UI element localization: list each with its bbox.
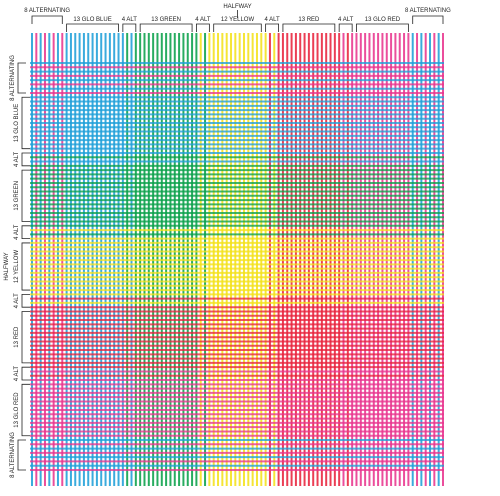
top-section-label: 8 ALTERNATING [24, 8, 70, 14]
top-section-bracket [356, 23, 409, 32]
top-section-label: 4 ALT [264, 17, 280, 23]
left-section-bracket [17, 62, 26, 94]
left-section-label: 13 RED [14, 326, 20, 348]
left-section-label: 8 ALTERNATING [10, 55, 16, 101]
left-section-label: 4 ALT [14, 293, 20, 309]
left-section-bracket [21, 311, 30, 364]
top-section-label: 4 ALT [195, 17, 211, 23]
left-section-label: 4 ALT [14, 224, 20, 240]
top-section-bracket [31, 15, 63, 24]
left-section-bracket [21, 96, 30, 150]
left-section-bracket [21, 152, 30, 167]
top-section-bracket [196, 23, 210, 32]
top-section-bracket [66, 23, 119, 32]
top-section-bracket [338, 23, 353, 32]
top-section-label: 13 GLO RED [365, 17, 401, 23]
left-section-label: 4 ALT [14, 151, 20, 167]
top-section-bracket [213, 23, 262, 32]
top-section-label: 8 ALTERNATING [405, 8, 451, 14]
left-section-bracket [21, 225, 30, 240]
top-section-bracket [122, 23, 137, 32]
left-section-bracket [21, 383, 30, 437]
left-halfway-label: HALFWAY [4, 252, 10, 280]
left-section-labels: 8 ALTERNATING 13 GLO BLUE 4 ALT 13 GREEN 4 A… [4, 55, 30, 478]
horizontal-threads [30, 62, 444, 471]
top-section-label: 12 YELLOW [221, 17, 255, 23]
top-section-bracket [412, 15, 444, 24]
left-section-label: 8 ALTERNATING [10, 432, 16, 478]
left-section-label: 13 GREEN [14, 181, 20, 211]
left-section-bracket [21, 169, 30, 222]
left-section-bracket [21, 366, 30, 381]
top-section-label: 13 GREEN [151, 17, 181, 23]
left-section-label: 12 YELLOW [14, 250, 20, 284]
left-section-label: 13 GLO BLUE [14, 104, 20, 142]
top-section-label: 13 RED [298, 17, 320, 23]
top-section-bracket [139, 23, 193, 32]
left-section-label: 13 GLO RED [14, 392, 20, 428]
left-section-bracket [21, 293, 30, 308]
top-section-label: 4 ALT [122, 17, 138, 23]
left-section-bracket [21, 242, 30, 291]
top-section-bracket [282, 23, 336, 32]
left-section-bracket [17, 439, 26, 471]
left-section-label: 4 ALT [14, 366, 20, 382]
top-section-bracket [265, 23, 279, 32]
top-halfway-label: HALFWAY [223, 4, 251, 10]
top-section-label: 4 ALT [338, 17, 354, 23]
top-section-label: 13 GLO BLUE [73, 17, 111, 23]
